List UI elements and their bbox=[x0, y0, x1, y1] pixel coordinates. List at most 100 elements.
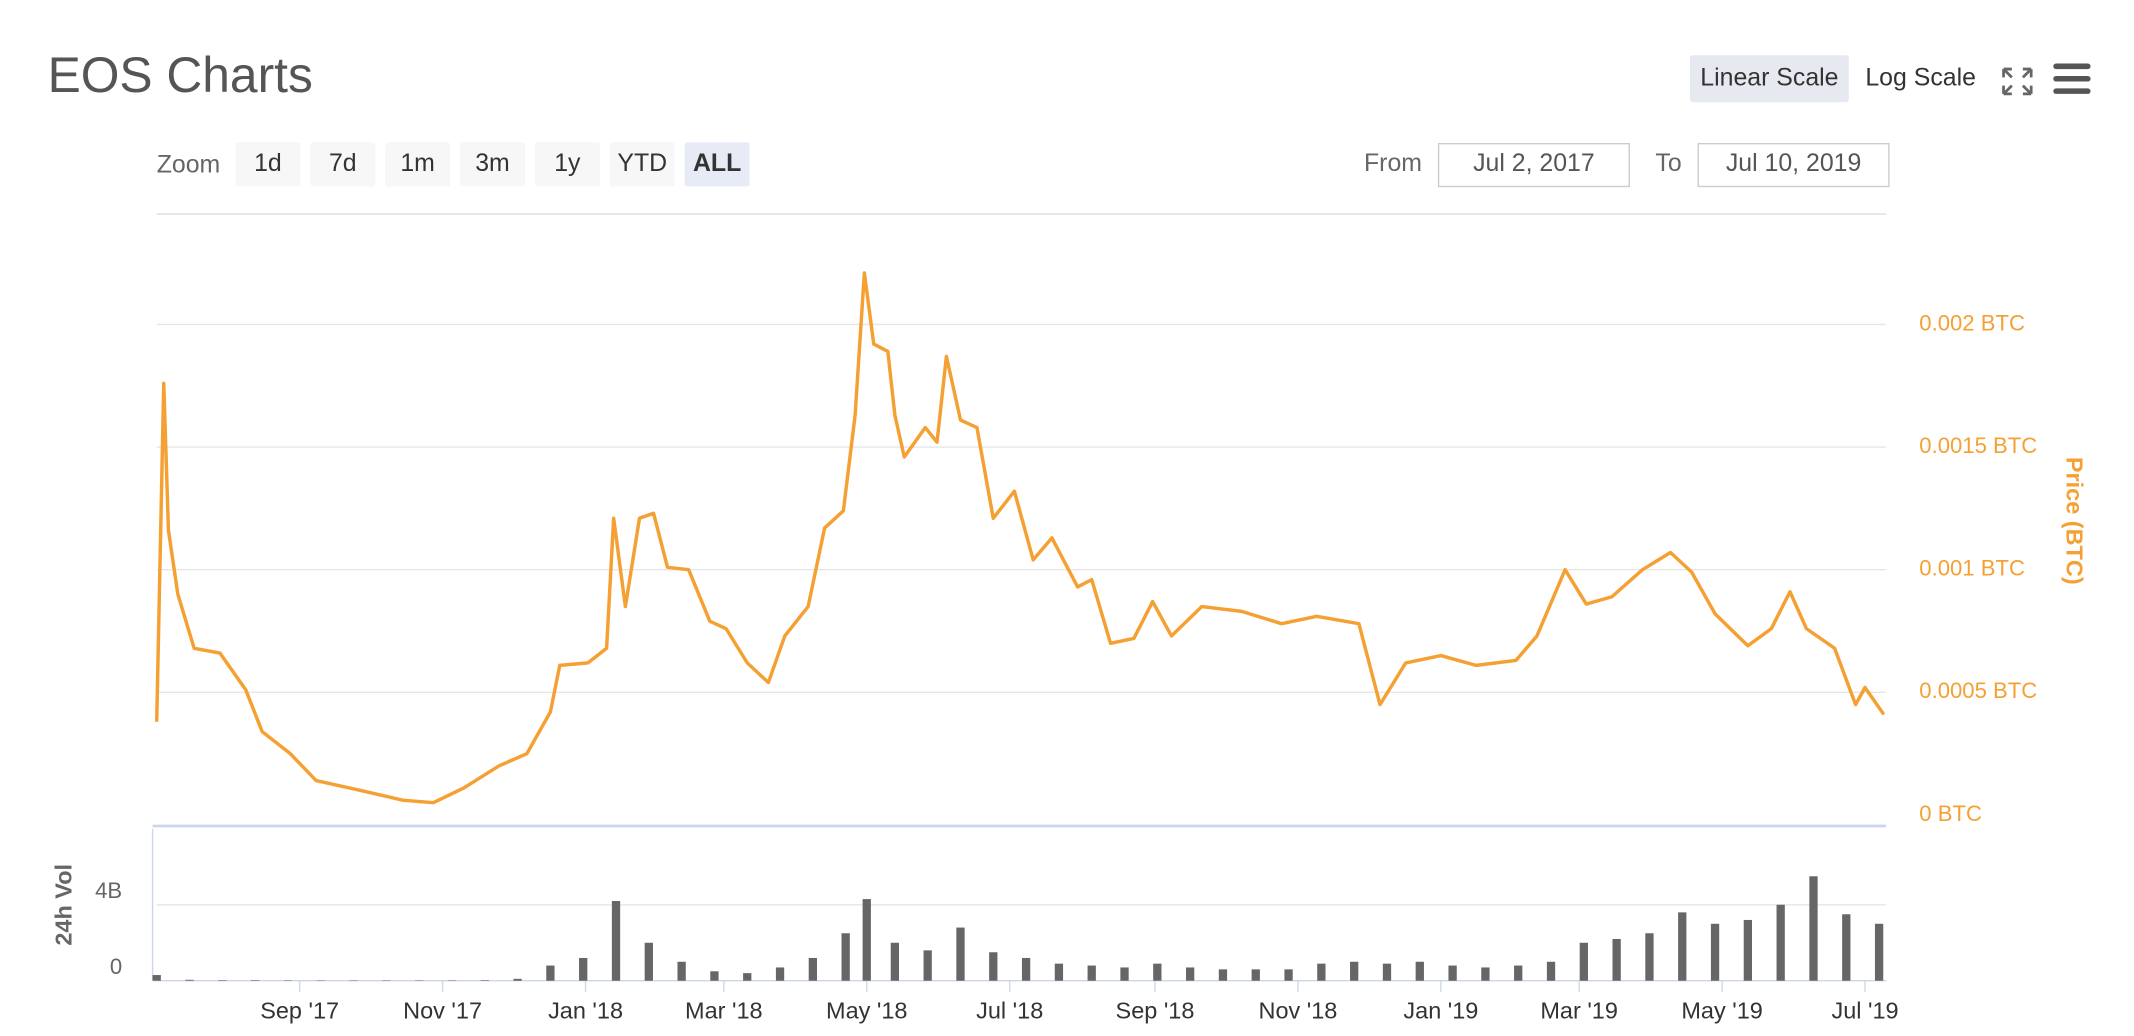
volume-bar bbox=[513, 978, 522, 981]
volume-bar bbox=[579, 957, 588, 981]
zoom-button-bg[interactable] bbox=[385, 142, 451, 187]
volume-bar bbox=[1251, 969, 1260, 981]
volume-bar bbox=[1350, 961, 1359, 981]
from-label: From bbox=[1364, 149, 1422, 177]
volume-bar bbox=[480, 980, 489, 981]
zoom-button[interactable]: 7d bbox=[329, 149, 357, 177]
volume-bar bbox=[1874, 923, 1884, 981]
y-tick-label: 4B bbox=[95, 878, 122, 903]
volume-bar bbox=[1382, 963, 1392, 981]
volume-bar bbox=[862, 899, 871, 981]
y-tick-label: 0 BTC bbox=[1919, 801, 1982, 826]
zoom-button-bg[interactable] bbox=[534, 142, 600, 187]
volume-bar bbox=[1546, 961, 1556, 981]
volume-bar bbox=[218, 980, 227, 981]
volume-bar bbox=[1678, 912, 1687, 981]
volume-bar bbox=[775, 967, 785, 981]
from-input[interactable] bbox=[1437, 142, 1630, 188]
volume-bar bbox=[185, 979, 194, 981]
x-tick-label: Nov '18 bbox=[1259, 998, 1338, 1024]
volume-bar bbox=[1645, 933, 1654, 981]
volume-bar bbox=[1317, 963, 1326, 981]
volume-bar bbox=[1743, 919, 1753, 981]
x-tick-label: Nov '17 bbox=[403, 998, 482, 1024]
y-tick-label: 0.0005 BTC bbox=[1919, 678, 2037, 703]
zoom-button-bg[interactable] bbox=[235, 142, 301, 187]
zoom-button[interactable]: ALL bbox=[693, 149, 741, 177]
volume-bar bbox=[1415, 961, 1424, 981]
volume-bar bbox=[250, 980, 260, 981]
zoom-button[interactable]: 1d bbox=[254, 149, 282, 177]
x-tick-label: Sep '18 bbox=[1116, 998, 1195, 1024]
zoom-button-bg[interactable] bbox=[609, 142, 675, 187]
zoom-label: Zoom bbox=[157, 150, 221, 178]
y-axis-title: 24h Vol bbox=[51, 864, 77, 946]
volume-bar bbox=[1776, 904, 1785, 981]
volume-bar bbox=[1153, 963, 1162, 981]
volume-bar bbox=[1710, 923, 1720, 981]
y-tick-label: 0.002 BTC bbox=[1919, 310, 2025, 335]
scale-button[interactable]: Linear Scale bbox=[1700, 63, 1838, 91]
y-tick-label: 0.001 BTC bbox=[1919, 556, 2025, 581]
price-line bbox=[154, 271, 1886, 805]
to-input[interactable] bbox=[1697, 142, 1890, 188]
volume-bar bbox=[1579, 942, 1588, 981]
scale-button[interactable]: Log Scale bbox=[1865, 63, 1976, 91]
x-tick-label: Jan '19 bbox=[1403, 998, 1478, 1024]
volume-bar bbox=[1021, 957, 1031, 981]
scale-button-bg[interactable] bbox=[1689, 55, 1849, 103]
x-tick-label: May '18 bbox=[826, 998, 907, 1024]
volume-bar bbox=[677, 961, 686, 981]
y-tick-label: 0.0015 BTC bbox=[1919, 433, 2037, 458]
volume-bar bbox=[1481, 967, 1490, 981]
fullscreen-icon[interactable] bbox=[2002, 67, 2033, 96]
from-value: Jul 2, 2017 bbox=[1473, 149, 1595, 177]
volume-bar bbox=[890, 942, 900, 981]
volume-bar bbox=[808, 957, 817, 981]
volume-bar bbox=[1448, 965, 1457, 981]
zoom-button-bg[interactable] bbox=[460, 142, 525, 187]
volume-bar bbox=[989, 952, 998, 981]
zoom-button-bg[interactable] bbox=[684, 142, 750, 187]
x-tick-label: Sep '17 bbox=[260, 998, 339, 1024]
volume-bar bbox=[956, 927, 965, 981]
volume-bar bbox=[1218, 969, 1228, 981]
x-tick-label: Jul '19 bbox=[1831, 998, 1898, 1024]
x-tick-label: Jan '18 bbox=[548, 998, 623, 1024]
volume-bar bbox=[1612, 938, 1621, 981]
volume-bar bbox=[710, 971, 719, 981]
menu-icon[interactable] bbox=[2053, 63, 2091, 94]
x-tick-label: Mar '19 bbox=[1540, 998, 1618, 1024]
to-value: Jul 10, 2019 bbox=[1726, 149, 1861, 177]
x-tick-label: Mar '18 bbox=[685, 998, 763, 1024]
volume-bar bbox=[1809, 876, 1818, 981]
zoom-button[interactable]: 1y bbox=[554, 149, 581, 177]
volume-bar bbox=[743, 973, 752, 981]
volume-bar bbox=[1284, 969, 1293, 981]
y-axis-title: Price (BTC) bbox=[2061, 457, 2087, 585]
volume-bar bbox=[1842, 914, 1851, 981]
x-tick-label: May '19 bbox=[1681, 998, 1762, 1024]
volume-bar bbox=[923, 950, 932, 981]
volume-bar bbox=[1185, 967, 1195, 981]
y-tick-label: 0 bbox=[110, 954, 122, 979]
volume-bar bbox=[1120, 967, 1129, 981]
x-tick-label: Jul '18 bbox=[976, 998, 1043, 1024]
volume-bar bbox=[546, 965, 555, 981]
volume-bar bbox=[1054, 963, 1064, 981]
zoom-button[interactable]: 1m bbox=[400, 149, 435, 177]
volume-bar bbox=[152, 975, 161, 981]
to-label: To bbox=[1655, 149, 1681, 177]
zoom-button[interactable]: 3m bbox=[475, 149, 510, 177]
volume-bar bbox=[1514, 965, 1523, 981]
chart-title: EOS Charts bbox=[48, 47, 313, 103]
volume-bar bbox=[644, 942, 653, 981]
volume-bar bbox=[841, 933, 850, 981]
volume-bar bbox=[1087, 965, 1096, 981]
zoom-button-bg[interactable] bbox=[310, 142, 376, 187]
fullscreen-glyph bbox=[2002, 67, 2033, 96]
volume-bar bbox=[611, 900, 621, 981]
zoom-button[interactable]: YTD bbox=[617, 149, 667, 177]
